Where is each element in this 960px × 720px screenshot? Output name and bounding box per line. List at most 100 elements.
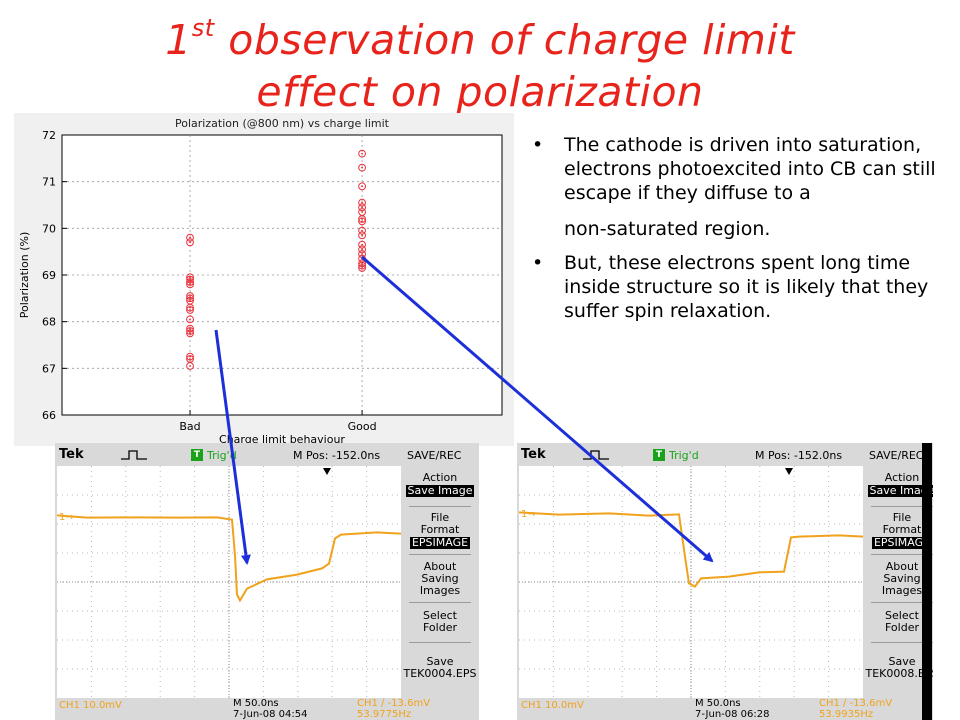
scope-header: Tek T Trig'd M Pos: -152.0ns SAVE/REC xyxy=(55,443,479,467)
menu-action-value[interactable]: Save Image xyxy=(865,485,933,497)
menu-separator xyxy=(871,642,933,643)
save-recall-label: SAVE/REC xyxy=(869,449,924,462)
trigger-position-marker xyxy=(785,468,793,475)
save-recall-label: SAVE/REC xyxy=(407,449,462,462)
data-point xyxy=(186,352,194,361)
point-marker xyxy=(186,275,194,284)
trigger-position-marker xyxy=(323,468,331,475)
pulse-icon xyxy=(121,450,147,460)
timebase: M 50.0ns xyxy=(233,698,279,709)
menu-separator xyxy=(409,602,471,603)
point-dot xyxy=(361,234,363,237)
menu-select-1[interactable]: Select xyxy=(885,609,919,622)
menu-about-2: Saving xyxy=(421,572,459,585)
menu-format-value[interactable]: EPSIMAGE xyxy=(871,536,933,549)
data-point xyxy=(186,327,194,335)
point-marker xyxy=(358,215,366,223)
point-dot xyxy=(361,257,363,260)
point-dot xyxy=(189,330,191,332)
data-point xyxy=(358,149,366,158)
data-point xyxy=(358,198,366,207)
bullet-glyph: • xyxy=(532,252,544,274)
capture-date: 7-Jun-08 04:54 xyxy=(233,709,308,720)
ch1-scale: CH1 10.0mV xyxy=(59,700,122,711)
point-dot xyxy=(189,306,191,309)
point-marker xyxy=(186,303,194,312)
point-marker xyxy=(186,324,194,333)
polarization-plot-panel: Polarization (@800 nm) vs charge limit 66… xyxy=(14,113,514,446)
data-point xyxy=(186,275,194,284)
menu-about-3: Images xyxy=(419,584,461,597)
menu-select-1[interactable]: Select xyxy=(423,609,457,622)
point-dot xyxy=(189,241,191,244)
scope-header: Tek T Trig'd M Pos: -152.0ns SAVE/REC xyxy=(517,443,933,467)
point-marker xyxy=(186,362,194,370)
bullet-text-2: But, these electrons spent long time ins… xyxy=(564,252,929,322)
data-point xyxy=(358,203,366,212)
bullet-item-2: • But, these electrons spent long time i… xyxy=(528,251,956,323)
menu-about-1[interactable]: About xyxy=(885,560,919,573)
point-dot xyxy=(361,218,363,220)
data-point xyxy=(358,245,366,254)
point-marker xyxy=(358,245,366,254)
data-point xyxy=(358,217,366,226)
trigger-status: Trig'd xyxy=(207,449,237,462)
data-point xyxy=(358,182,366,191)
data-point xyxy=(186,315,194,324)
point-marker xyxy=(358,149,366,158)
menu-separator xyxy=(871,554,933,555)
point-dot xyxy=(189,309,191,311)
pulse-icon xyxy=(583,450,609,460)
menu-format-label: Format xyxy=(882,523,922,536)
menu-select-2: Folder xyxy=(423,621,457,634)
m-position: M Pos: -152.0ns xyxy=(293,449,381,462)
point-dot xyxy=(361,248,363,251)
menu-save-file: TEK0008.EPS xyxy=(865,667,933,680)
menu-format-value[interactable]: EPSIMAGE xyxy=(409,536,471,549)
data-point xyxy=(186,362,194,370)
y-axis-label: Polarization (%) xyxy=(18,232,31,318)
menu-separator xyxy=(409,554,471,555)
trigger-frequency: 53.9775Hz xyxy=(357,709,412,720)
point-dot xyxy=(361,201,363,204)
data-point xyxy=(186,303,194,312)
point-dot xyxy=(189,295,191,297)
data-point xyxy=(186,292,194,300)
x-axis-label: Charge limit behaviour xyxy=(219,433,345,446)
trigger-level: CH1 ∕ -13.6mV xyxy=(819,698,893,709)
y-tick-label: 69 xyxy=(42,269,56,282)
trigger-status-icon: T xyxy=(653,449,665,461)
point-marker xyxy=(358,163,366,172)
point-dot xyxy=(189,318,191,321)
chart-title: Polarization (@800 nm) vs charge limit xyxy=(175,117,390,130)
menu-action-value[interactable]: Save Image xyxy=(405,484,475,497)
menu-format-label: Format xyxy=(420,523,460,536)
menu-save-label[interactable]: Save xyxy=(888,655,916,668)
menu-save-label[interactable]: Save xyxy=(426,655,454,668)
menu-about-1[interactable]: About xyxy=(423,560,457,573)
trigger-status: Trig'd xyxy=(669,449,699,462)
bullet-glyph: • xyxy=(532,134,544,156)
menu-separator xyxy=(409,642,471,643)
waveform-trace xyxy=(57,514,401,603)
trigger-status-icon: T xyxy=(191,449,203,461)
point-marker xyxy=(186,315,194,324)
point-dot xyxy=(189,297,191,300)
point-dot xyxy=(361,206,363,209)
point-marker xyxy=(186,292,194,300)
data-point xyxy=(186,238,194,247)
data-point xyxy=(186,329,194,338)
point-marker xyxy=(186,306,194,314)
menu-separator xyxy=(871,506,933,507)
channel-1-marker: 1→ xyxy=(59,512,74,523)
data-point xyxy=(358,215,366,223)
tek-logo: Tek xyxy=(59,447,84,462)
data-point xyxy=(358,240,366,249)
point-dot xyxy=(361,166,363,169)
y-tick-label: 67 xyxy=(42,362,56,375)
scope-screen: 1→ xyxy=(57,466,401,698)
point-marker xyxy=(358,217,366,226)
menu-about-2: Saving xyxy=(883,572,921,585)
data-point xyxy=(186,233,194,242)
bullet-text-1b: non-saturated region. xyxy=(564,218,771,240)
